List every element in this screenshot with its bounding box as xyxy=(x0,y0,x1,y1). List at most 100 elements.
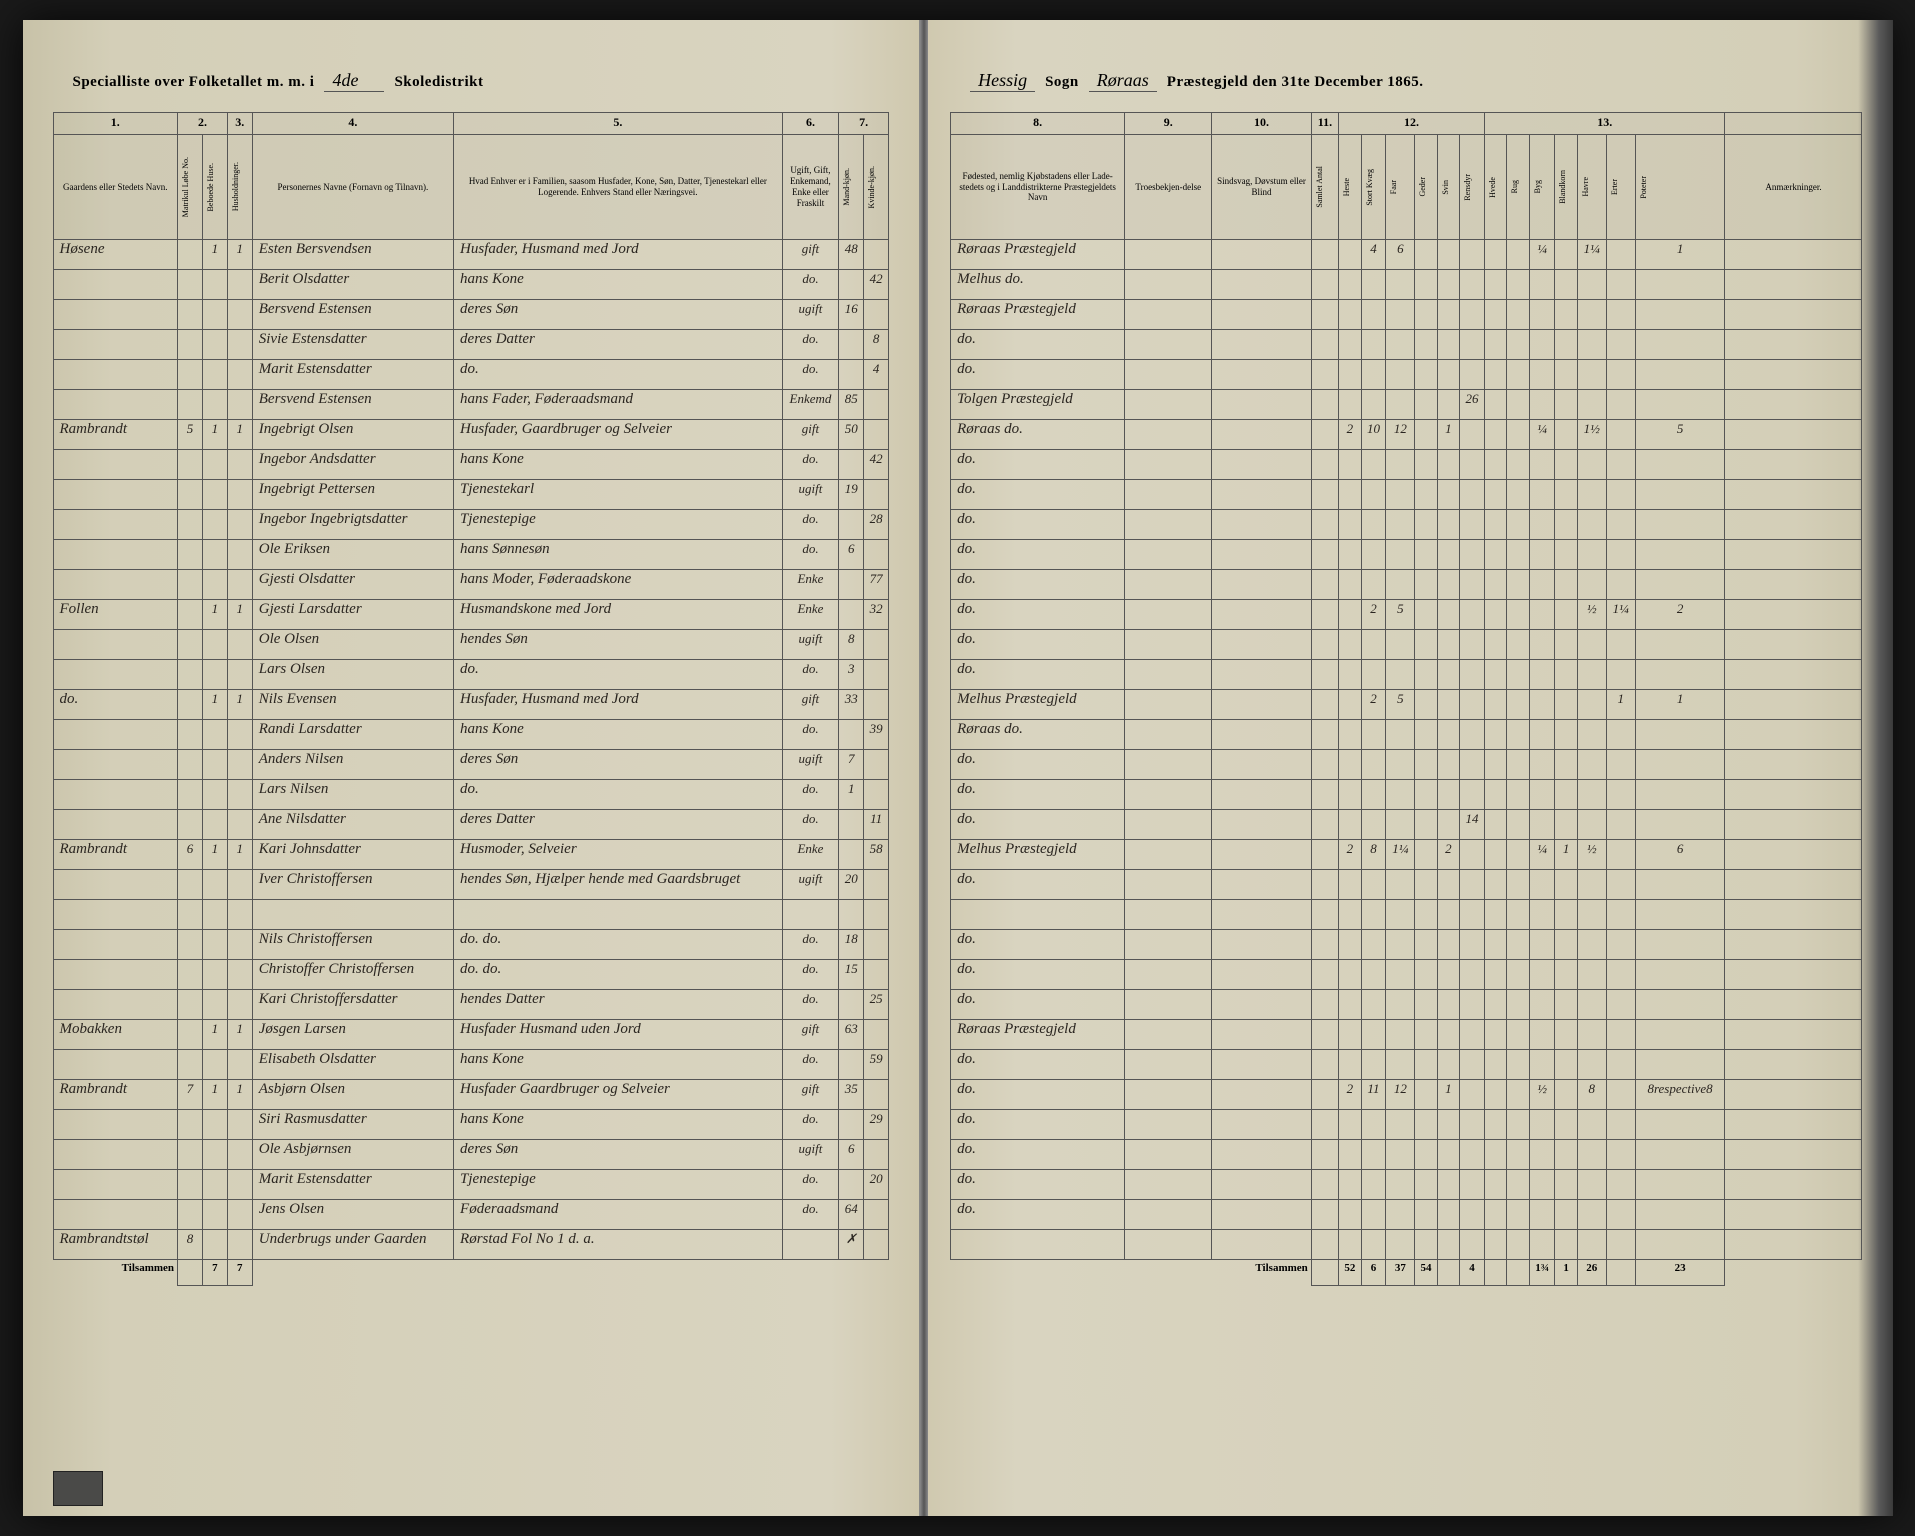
cell-crop-5 xyxy=(1606,870,1635,900)
cell-age-f xyxy=(864,1020,889,1050)
cell-livestock-5: 14 xyxy=(1460,810,1485,840)
cell-disability xyxy=(1212,1230,1312,1260)
cell-place xyxy=(53,960,178,990)
cell-livestock-4 xyxy=(1437,630,1459,660)
cell-houses xyxy=(202,570,227,600)
table-row: Nils Christoffersendo. do.do.18 xyxy=(53,930,889,960)
cell-disability xyxy=(1212,1110,1312,1140)
cell-livestock-2 xyxy=(1386,750,1415,780)
cell-houses xyxy=(202,900,227,930)
cell-matrikul xyxy=(178,900,203,930)
cell-livestock-5 xyxy=(1460,480,1485,510)
cell-crop-3 xyxy=(1555,1140,1577,1170)
cell-crop-0 xyxy=(1484,1110,1506,1140)
cell-disability xyxy=(1212,1080,1312,1110)
cell-status: gift xyxy=(782,240,839,270)
cell-crop-5 xyxy=(1606,570,1635,600)
cell-age-f: 20 xyxy=(864,1170,889,1200)
cell-status: do. xyxy=(782,510,839,540)
table-row: Rambrandt711Asbjørn OlsenHusfader Gaardb… xyxy=(53,1080,889,1110)
cell-livestock-3 xyxy=(1415,780,1437,810)
cell-crop-0 xyxy=(1484,270,1506,300)
cell-livestock-4 xyxy=(1437,690,1459,720)
cell-person-name: Iver Christoffersen xyxy=(252,870,453,900)
cell-person-name: Elisabeth Olsdatter xyxy=(252,1050,453,1080)
cell-birthplace: do. xyxy=(951,360,1125,390)
cell-person-name: Jens Olsen xyxy=(252,1200,453,1230)
cell-total xyxy=(1311,600,1338,630)
cell-age-f: 58 xyxy=(864,840,889,870)
ft-liv-2: 37 xyxy=(1386,1260,1415,1286)
cell-person-name: Ole Asbjørnsen xyxy=(252,1140,453,1170)
cell-status: do. xyxy=(782,1200,839,1230)
cell-houses: 1 xyxy=(202,600,227,630)
cell-livestock-5 xyxy=(1460,750,1485,780)
cell-age-m: 8 xyxy=(839,630,864,660)
cell-role: do. xyxy=(454,660,783,690)
cell-status: gift xyxy=(782,420,839,450)
cell-age-f: 39 xyxy=(864,720,889,750)
table-row: do. xyxy=(951,360,1862,390)
cell-religion xyxy=(1125,690,1212,720)
cell-crop-2 xyxy=(1529,1170,1555,1200)
cell-remarks xyxy=(1725,990,1862,1020)
ft-liv-4 xyxy=(1437,1260,1459,1286)
cell-person-name: Kari Christoffersdatter xyxy=(252,990,453,1020)
cell-livestock-2 xyxy=(1386,870,1415,900)
cell-place: Rambrandtstøl xyxy=(53,1230,178,1260)
cell-disability xyxy=(1212,720,1312,750)
cell-crop-4 xyxy=(1577,480,1606,510)
cell-crop-0 xyxy=(1484,600,1506,630)
cell-disability xyxy=(1212,960,1312,990)
cell-livestock-4 xyxy=(1437,1200,1459,1230)
crop-3: Blandkorn xyxy=(1555,135,1577,240)
cell-crop-1 xyxy=(1507,630,1529,660)
cell-crop-1 xyxy=(1507,270,1529,300)
cell-livestock-3 xyxy=(1415,690,1437,720)
cell-livestock-0 xyxy=(1339,1140,1361,1170)
cell-livestock-3 xyxy=(1415,480,1437,510)
cell-role: Husmoder, Selveier xyxy=(454,840,783,870)
cell-birthplace: do. xyxy=(951,990,1125,1020)
cell-crop-6 xyxy=(1635,930,1725,960)
col-h7a: Mand-kjøn. xyxy=(839,135,864,240)
cell-place xyxy=(53,1050,178,1080)
cell-livestock-2: 5 xyxy=(1386,600,1415,630)
cell-livestock-1 xyxy=(1361,480,1386,510)
cell-person-name: Ole Eriksen xyxy=(252,540,453,570)
cell-disability xyxy=(1212,660,1312,690)
cell-crop-0 xyxy=(1484,720,1506,750)
cell-crop-1 xyxy=(1507,960,1529,990)
cell-religion xyxy=(1125,1110,1212,1140)
cell-crop-4 xyxy=(1577,1140,1606,1170)
cell-status: do. xyxy=(782,330,839,360)
col-num-1: 1. xyxy=(53,113,178,135)
cell-age-f xyxy=(864,390,889,420)
cell-status: Enke xyxy=(782,600,839,630)
cell-age-f xyxy=(864,750,889,780)
cell-age-m xyxy=(839,570,864,600)
cell-crop-4 xyxy=(1577,810,1606,840)
cell-households xyxy=(227,1050,252,1080)
cell-status: ugift xyxy=(782,750,839,780)
cell-religion xyxy=(1125,990,1212,1020)
cell-livestock-0 xyxy=(1339,960,1361,990)
cell-crop-1 xyxy=(1507,840,1529,870)
table-row: Høsene11Esten BersvendsenHusfader, Husma… xyxy=(53,240,889,270)
cell-birthplace: do. xyxy=(951,1080,1125,1110)
cell-livestock-0 xyxy=(1339,780,1361,810)
cell-livestock-5 xyxy=(1460,570,1485,600)
cell-livestock-1 xyxy=(1361,660,1386,690)
cell-livestock-4 xyxy=(1437,360,1459,390)
cell-crop-5 xyxy=(1606,1110,1635,1140)
cell-place: Rambrandt xyxy=(53,1080,178,1110)
ft-crop-0 xyxy=(1484,1260,1506,1286)
cell-livestock-3 xyxy=(1415,1080,1437,1110)
cell-crop-3 xyxy=(1555,420,1577,450)
cell-total xyxy=(1311,660,1338,690)
cell-crop-4: 1¼ xyxy=(1577,240,1606,270)
cell-livestock-1: 11 xyxy=(1361,1080,1386,1110)
cell-crop-2 xyxy=(1529,1200,1555,1230)
cell-status: do. xyxy=(782,930,839,960)
cell-crop-3: 1 xyxy=(1555,840,1577,870)
